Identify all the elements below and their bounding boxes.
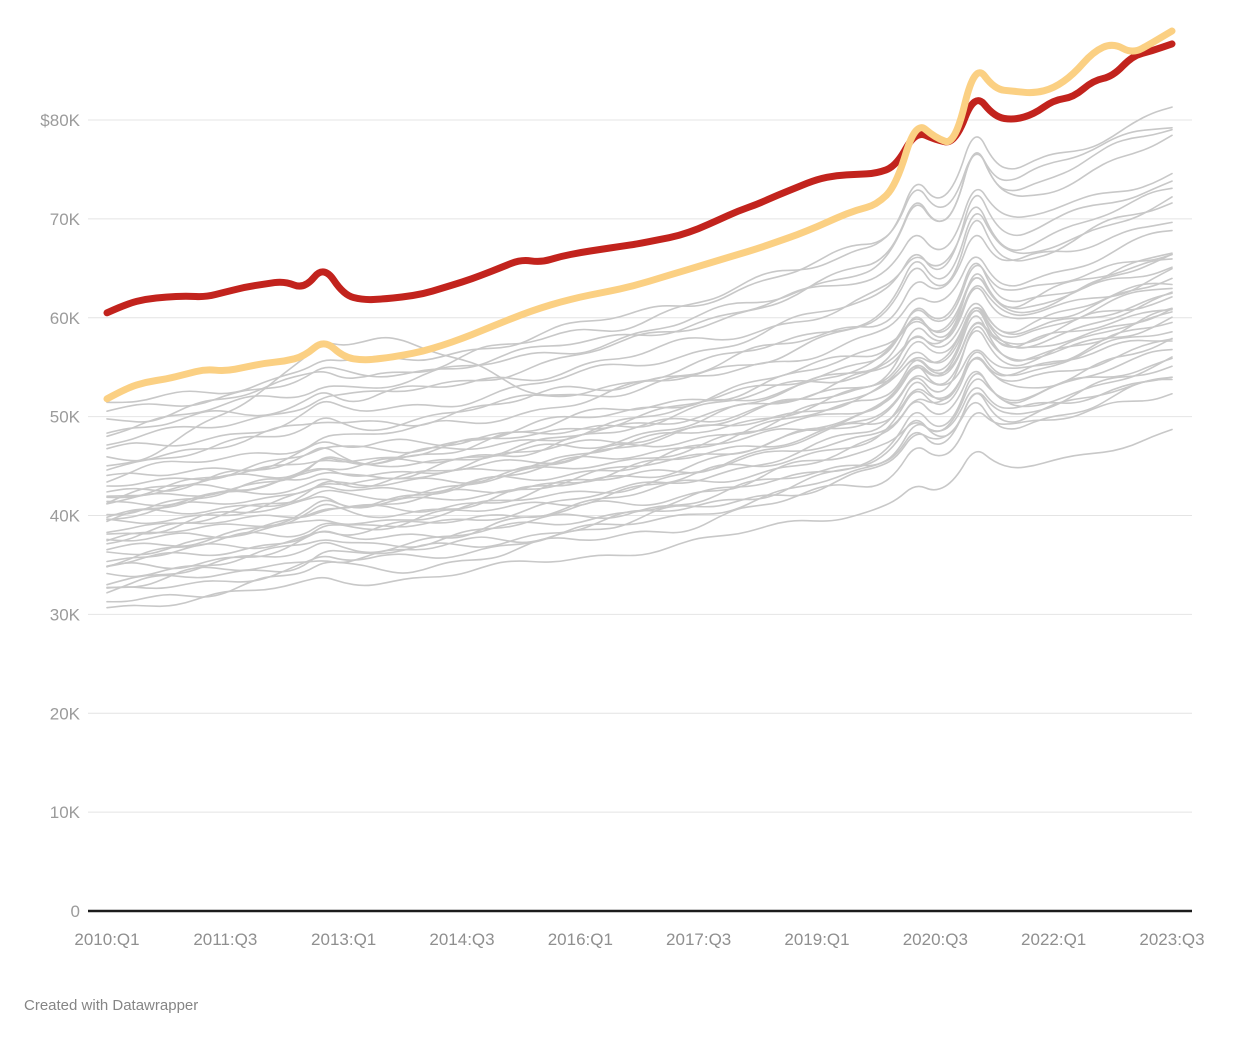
x-axis-label: 2017:Q3: [666, 930, 731, 949]
x-axis-label: 2016:Q1: [548, 930, 613, 949]
gray-series-line-38[interactable]: [106, 378, 1173, 589]
y-axis-label: 60K: [50, 309, 81, 328]
x-axis-label: 2023:Q3: [1139, 930, 1204, 949]
y-axis-label: $80K: [40, 111, 80, 130]
gray-series-line-32[interactable]: [106, 337, 1173, 568]
y-axis-label: 40K: [50, 507, 81, 526]
gray-series-line-18[interactable]: [106, 266, 1173, 505]
x-axis-label: 2014:Q3: [429, 930, 494, 949]
gray-series-line-3[interactable]: [106, 106, 1173, 423]
gray-series-line-41[interactable]: [106, 393, 1173, 603]
gray-series-line-1[interactable]: [106, 127, 1173, 404]
y-axis-label: 70K: [50, 210, 81, 229]
gray-series-line-34[interactable]: [106, 331, 1173, 568]
gray-series-line-42[interactable]: [106, 428, 1173, 609]
gray-series-line-14[interactable]: [106, 267, 1173, 493]
gray-series-line-30[interactable]: [106, 316, 1173, 551]
gray-series-line-26[interactable]: [106, 307, 1173, 535]
y-axis-label: 10K: [50, 803, 81, 822]
x-axis-label: 2011:Q3: [193, 930, 257, 949]
red-line[interactable]: [103, 40, 1176, 317]
gray-series-line-8[interactable]: [106, 221, 1173, 462]
x-axis-label: 2013:Q1: [311, 930, 376, 949]
gray-series-line-20[interactable]: [106, 277, 1173, 516]
gray-series-line-15[interactable]: [106, 252, 1173, 499]
y-axis-label: 30K: [50, 605, 81, 624]
gray-series-line-7[interactable]: [106, 180, 1173, 450]
gray-series-line-11[interactable]: [106, 202, 1173, 483]
gray-series-line-13[interactable]: [106, 253, 1173, 487]
gray-series-line-31[interactable]: [106, 338, 1173, 556]
y-axis-label: 50K: [50, 408, 81, 427]
gray-series-line-5[interactable]: [106, 187, 1173, 434]
gray-series-line-10[interactable]: [106, 229, 1173, 467]
gray-series-line-37[interactable]: [106, 356, 1173, 586]
yellow-line[interactable]: [103, 27, 1176, 403]
gray-series-line-24[interactable]: [106, 308, 1173, 525]
gray-series-line-6[interactable]: [106, 128, 1173, 446]
gray-series-line-40[interactable]: [106, 376, 1173, 590]
gray-series-line-19[interactable]: [106, 292, 1173, 507]
gray-series-line-39[interactable]: [106, 365, 1173, 594]
x-axis-label: 2020:Q3: [903, 930, 968, 949]
y-axis-label: 0: [71, 902, 80, 921]
y-axis-label: 20K: [50, 704, 81, 723]
gray-series-line-25[interactable]: [106, 307, 1173, 534]
gray-series-line-23[interactable]: [106, 296, 1173, 523]
x-axis-label: 2010:Q1: [74, 930, 139, 949]
x-axis-label: 2019:Q1: [784, 930, 849, 949]
x-axis-label: 2022:Q1: [1021, 930, 1086, 949]
datawrapper-credit: Created with Datawrapper: [24, 997, 199, 1014]
